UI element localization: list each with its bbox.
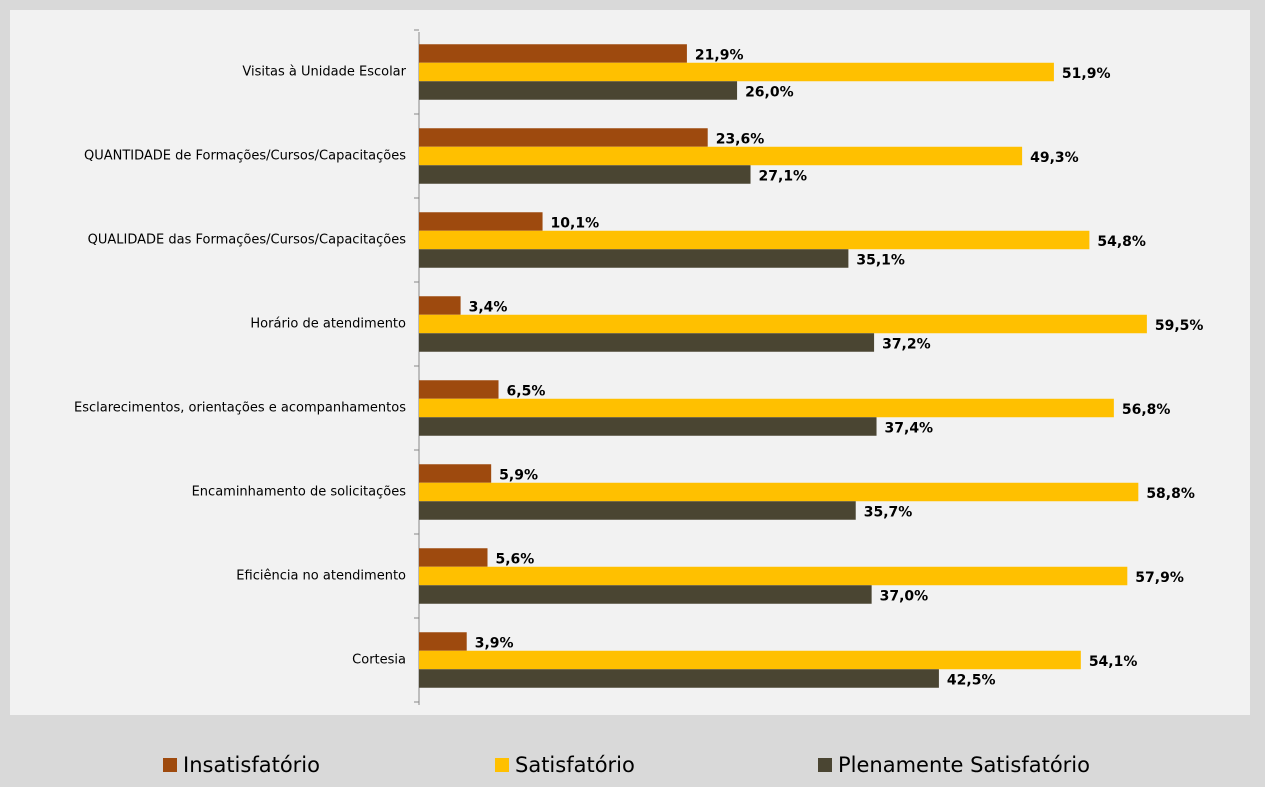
legend-label: Insatisfatório <box>183 753 320 777</box>
legend-label: Plenamente Satisfatório <box>838 753 1090 777</box>
legend-swatch <box>495 758 509 772</box>
value-label: 54,8% <box>1097 234 1146 250</box>
value-label: 26,0% <box>745 84 794 100</box>
value-label: 35,1% <box>856 252 905 268</box>
bar <box>419 482 1139 502</box>
value-label: 54,1% <box>1089 654 1138 670</box>
legend-swatch <box>163 758 177 772</box>
bar <box>419 146 1023 166</box>
value-label: 3,4% <box>469 299 508 315</box>
bar <box>419 333 875 352</box>
legend-label: Satisfatório <box>515 753 635 777</box>
value-label: 58,8% <box>1146 486 1195 502</box>
bar <box>419 44 687 63</box>
value-label: 5,9% <box>499 467 538 483</box>
value-label: 21,9% <box>695 47 744 63</box>
category-label: Horário de atendimento <box>250 317 406 332</box>
bar <box>419 669 939 688</box>
category-label: Encaminhamento de solicitações <box>192 485 407 500</box>
bar <box>419 585 872 604</box>
bar <box>419 632 467 651</box>
value-label: 37,2% <box>882 336 931 352</box>
bar <box>419 566 1128 586</box>
category-label: Cortesia <box>352 653 406 668</box>
value-label: 51,9% <box>1062 66 1111 82</box>
category-label: Eficiência no atendimento <box>236 569 406 584</box>
value-label: 5,6% <box>496 551 535 567</box>
plot-area <box>10 10 1250 715</box>
value-label: 27,1% <box>759 168 808 184</box>
bar <box>419 650 1081 670</box>
value-label: 23,6% <box>716 131 765 147</box>
category-label: Visitas à Unidade Escolar <box>242 65 406 80</box>
value-label: 49,3% <box>1030 150 1079 166</box>
bar <box>419 296 461 315</box>
bar <box>419 464 492 483</box>
bar <box>419 417 877 436</box>
bar <box>419 128 708 147</box>
bar <box>419 380 499 399</box>
bar <box>419 165 751 184</box>
bar <box>419 501 856 520</box>
bar <box>419 81 738 100</box>
bar <box>419 212 543 231</box>
value-label: 57,9% <box>1135 570 1184 586</box>
value-label: 35,7% <box>864 504 913 520</box>
value-label: 3,9% <box>475 635 514 651</box>
bar <box>419 398 1114 418</box>
value-label: 6,5% <box>507 383 546 399</box>
legend-swatch <box>818 758 832 772</box>
value-label: 59,5% <box>1155 318 1204 334</box>
bar <box>419 230 1090 250</box>
value-label: 37,4% <box>885 420 934 436</box>
value-label: 10,1% <box>551 215 600 231</box>
value-label: 37,0% <box>880 588 929 604</box>
bar <box>419 249 849 268</box>
bar <box>419 62 1054 82</box>
bar <box>419 548 488 567</box>
category-label: QUALIDADE das Formações/Cursos/Capacitaç… <box>88 233 407 248</box>
bar <box>419 314 1147 334</box>
category-label: Esclarecimentos, orientações e acompanha… <box>74 401 406 416</box>
value-label: 42,5% <box>947 672 996 688</box>
category-label: QUANTIDADE de Formações/Cursos/Capacitaç… <box>84 149 406 164</box>
value-label: 56,8% <box>1122 402 1171 418</box>
